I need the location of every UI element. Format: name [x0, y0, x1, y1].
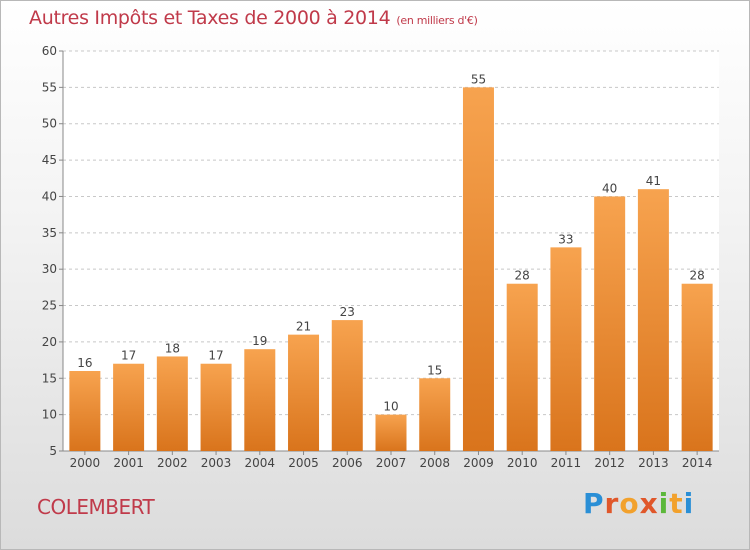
bar-2001 [113, 363, 145, 451]
ytick-label-35: 35 [42, 226, 57, 240]
xtick-label-2005: 2005 [288, 456, 319, 470]
xtick-label-2014: 2014 [682, 456, 713, 470]
ytick-label-5: 5 [49, 444, 57, 458]
data-label-2009: 55 [471, 72, 486, 86]
data-label-2005: 21 [296, 320, 311, 334]
data-label-2006: 23 [340, 305, 355, 319]
xtick-label-2011: 2011 [551, 456, 582, 470]
bar-2009 [462, 87, 494, 451]
bar-2013 [637, 189, 669, 451]
commune-name: COLEMBERT [37, 495, 155, 519]
ytick-label-60: 60 [42, 44, 57, 58]
chart-title-text: Autres Impôts et Taxes de 2000 à 2014 [29, 7, 391, 29]
xtick-label-2012: 2012 [594, 456, 625, 470]
data-label-2003: 17 [208, 349, 223, 363]
data-label-2011: 33 [558, 232, 573, 246]
data-label-2004: 19 [252, 334, 267, 348]
xtick-label-2004: 2004 [245, 456, 276, 470]
ytick-label-55: 55 [42, 80, 57, 94]
ytick-label-15: 15 [42, 371, 57, 385]
bar-2005 [288, 334, 320, 451]
proxiti-logo: Proxiti [583, 487, 695, 520]
bar-2004 [244, 349, 276, 451]
xtick-label-2003: 2003 [201, 456, 232, 470]
ytick-label-25: 25 [42, 299, 57, 313]
bar-2006 [331, 320, 363, 451]
xtick-label-2001: 2001 [113, 456, 144, 470]
ytick-label-40: 40 [42, 189, 57, 203]
xtick-label-2000: 2000 [70, 456, 101, 470]
bar-2014 [681, 283, 713, 451]
ytick-label-10: 10 [42, 408, 57, 422]
bar-2000 [69, 371, 101, 451]
xtick-label-2008: 2008 [419, 456, 450, 470]
bar-2010 [506, 283, 538, 451]
xtick-label-2007: 2007 [376, 456, 407, 470]
bar-2011 [550, 247, 582, 451]
data-label-2012: 40 [602, 181, 617, 195]
data-label-2002: 18 [165, 341, 180, 355]
data-label-2000: 16 [77, 356, 92, 370]
bar-2003 [200, 363, 232, 451]
xtick-label-2010: 2010 [507, 456, 538, 470]
bar-2012 [594, 196, 626, 451]
data-label-2010: 28 [515, 269, 530, 283]
data-label-2014: 28 [689, 269, 704, 283]
chart-unit: (en milliers d'€) [396, 14, 478, 27]
xtick-label-2009: 2009 [463, 456, 494, 470]
xtick-label-2006: 2006 [332, 456, 363, 470]
bar-2008 [419, 378, 451, 451]
ytick-label-50: 50 [42, 117, 57, 131]
chart-title: Autres Impôts et Taxes de 2000 à 2014 (en… [29, 7, 478, 29]
xtick-label-2002: 2002 [157, 456, 188, 470]
data-label-2001: 17 [121, 349, 136, 363]
bar-2007 [375, 414, 407, 451]
data-label-2007: 10 [383, 400, 398, 414]
bar-2002 [156, 356, 188, 451]
data-label-2013: 41 [646, 174, 661, 188]
ytick-label-45: 45 [42, 153, 57, 167]
xtick-label-2013: 2013 [638, 456, 669, 470]
ytick-label-20: 20 [42, 335, 57, 349]
ytick-label-30: 30 [42, 262, 57, 276]
data-label-2008: 15 [427, 363, 442, 377]
